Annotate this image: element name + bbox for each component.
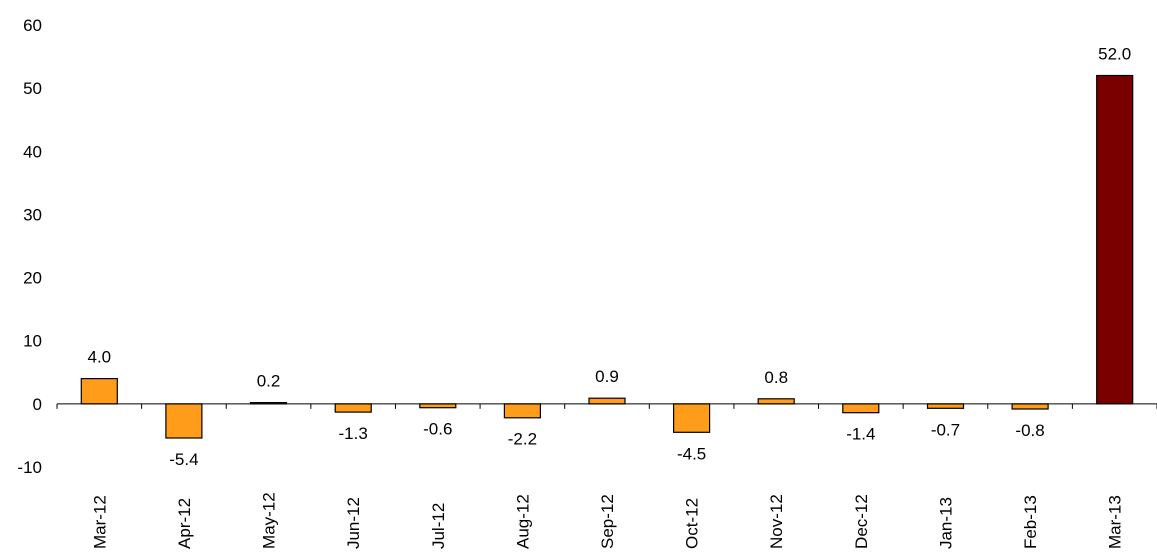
data-label: -4.5 bbox=[677, 444, 706, 463]
data-label: 52.0 bbox=[1098, 45, 1131, 64]
category-label: Nov-12 bbox=[767, 494, 786, 549]
data-label: -1.4 bbox=[846, 425, 875, 444]
category-label: Jun-12 bbox=[344, 497, 363, 549]
y-tick-label: 50 bbox=[23, 79, 42, 98]
bar-apr-12 bbox=[165, 403, 203, 439]
category-label: Jan-13 bbox=[937, 497, 956, 549]
y-tick-label: 60 bbox=[23, 16, 42, 35]
data-label: -2.2 bbox=[508, 430, 537, 449]
y-tick-label: 30 bbox=[23, 205, 42, 224]
category-label: Oct-12 bbox=[683, 498, 702, 549]
bar-feb-13 bbox=[1011, 403, 1049, 410]
data-label: 0.8 bbox=[764, 368, 788, 387]
bar-aug-12 bbox=[503, 403, 541, 419]
bar-dec-12 bbox=[842, 403, 880, 414]
bar-nov-12 bbox=[757, 398, 795, 405]
category-label: Mar-13 bbox=[1106, 495, 1125, 549]
y-tick-label: -10 bbox=[17, 458, 42, 477]
data-labels: 4.0 -5.4 0.2 -1.3 -0.6 -2.2 0.9 -4.5 0.8 -1.4 -0.7… bbox=[87, 45, 1131, 469]
bar-mar-13 bbox=[1096, 74, 1134, 405]
category-label: Aug-12 bbox=[513, 494, 532, 549]
y-tick-label: 10 bbox=[23, 332, 42, 351]
y-axis-ticks: 60 50 40 30 20 10 0 -10 bbox=[17, 16, 42, 477]
bar-jul-12 bbox=[419, 403, 457, 409]
bar-oct-12 bbox=[672, 403, 711, 433]
data-label: -0.7 bbox=[931, 420, 960, 439]
data-label: -1.3 bbox=[339, 424, 368, 443]
data-label: 4.0 bbox=[87, 348, 111, 367]
y-tick-label: 20 bbox=[23, 269, 42, 288]
category-labels: Mar-12 Apr-12 May-12 Jun-12 Jul-12 Aug-12 Sep-… bbox=[90, 492, 1124, 549]
category-label: Feb-13 bbox=[1021, 495, 1040, 549]
category-label: Sep-12 bbox=[598, 494, 617, 549]
bar-jan-13 bbox=[926, 403, 965, 409]
data-label: -5.4 bbox=[169, 450, 198, 469]
category-label: Apr-12 bbox=[175, 498, 194, 549]
data-label: -0.6 bbox=[423, 420, 452, 439]
bar-mar-12 bbox=[80, 378, 118, 405]
category-label: Dec-12 bbox=[852, 494, 871, 549]
bar-jun-12 bbox=[334, 403, 372, 413]
x-axis-ticks bbox=[56, 403, 1157, 409]
category-label: Jul-12 bbox=[429, 503, 448, 549]
y-tick-label: 0 bbox=[33, 395, 42, 414]
data-label: 0.2 bbox=[257, 372, 281, 391]
category-label: Mar-12 bbox=[90, 495, 109, 549]
bars bbox=[80, 74, 1134, 439]
data-label: 0.9 bbox=[595, 367, 619, 386]
bar-sep-12 bbox=[588, 397, 626, 405]
data-label: -0.8 bbox=[1015, 421, 1044, 440]
y-tick-label: 40 bbox=[23, 142, 42, 161]
category-label: May-12 bbox=[260, 492, 279, 549]
